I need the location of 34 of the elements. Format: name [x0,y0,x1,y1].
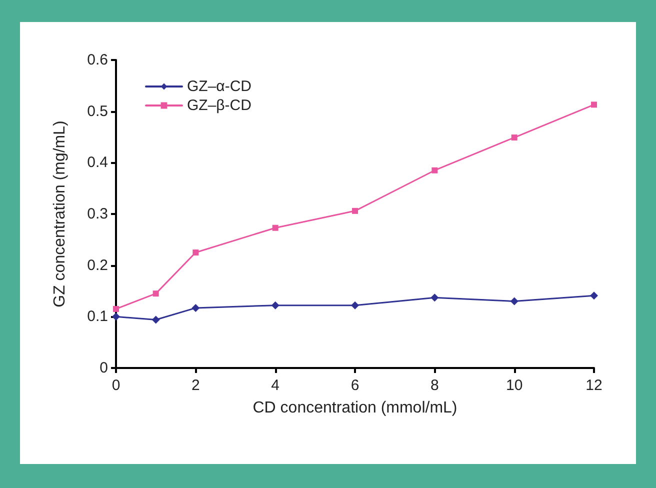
x-tick-label: 10 [506,377,523,394]
point [432,167,438,174]
y-tick-label: 0 [100,360,108,376]
y-tick-label: 0.2 [87,256,108,274]
point [352,208,358,214]
legend-label: GZ–α-CD [187,78,252,95]
x-tick-label: 0 [112,377,120,394]
point [351,301,359,310]
y-tick-label: 0.1 [87,308,108,326]
y-tick-label: 0.4 [87,154,108,172]
point [430,294,439,302]
point [510,297,518,306]
y-tick-label: 0.6 [87,52,108,68]
legend-label: GZ–β-CD [187,97,252,114]
x-axis-title: CD concentration (mmol/mL) [252,400,458,416]
x-tick-label: 12 [586,377,602,394]
point [590,292,598,300]
x-tick-label: 4 [271,377,280,394]
y-tick-label: 0.5 [87,102,108,120]
x-tick-label: 6 [350,377,360,394]
y-axis-title: GZ concentration (mg/mL) [52,120,68,308]
x-tick-label: 2 [191,377,200,394]
point [271,301,280,310]
point [152,290,159,297]
point [113,306,119,312]
point [192,304,200,312]
y-tick-label: 0.3 [87,206,108,222]
point [511,134,518,141]
point [192,250,199,256]
point [591,102,597,108]
point [152,316,160,324]
point [272,224,278,231]
x-tick-label: 8 [430,377,439,394]
point [112,312,120,321]
